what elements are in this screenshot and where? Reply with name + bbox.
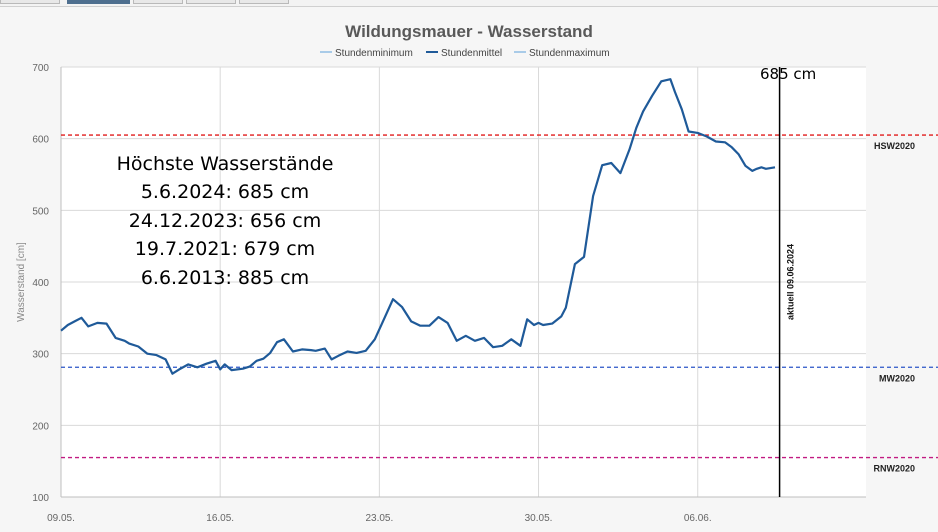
series-layer	[60, 78, 776, 375]
x-tick-label: 09.05.	[47, 513, 75, 524]
records-heading: Höchste Wasserstände	[117, 153, 334, 175]
y-tick-label: 200	[32, 421, 49, 432]
y-tick-label: 500	[32, 206, 49, 217]
tab-1[interactable]	[0, 0, 60, 4]
reference-line-label: HSW2020	[874, 141, 915, 151]
x-tick-label: 16.05.	[206, 513, 234, 524]
chart-title: Wildungsmauer - Wasserstand	[345, 22, 593, 41]
legend-label: Stundenmaximum	[529, 48, 610, 59]
tab-bar	[0, 0, 938, 5]
legend-label: Stundenmittel	[441, 48, 502, 59]
record-entry: 6.6.2013: 885 cm	[141, 267, 309, 289]
annotations: 685 cm Höchste Wasserstände 5.6.2024: 685 …	[117, 65, 817, 289]
y-tick-label: 400	[32, 278, 49, 289]
peak-label: 685 cm	[760, 65, 816, 83]
current-marker-label: aktuell 09.06.2024	[786, 244, 796, 320]
record-entry: 5.6.2024: 685 cm	[141, 181, 309, 203]
tab-3[interactable]	[133, 0, 183, 4]
y-tick-label: 700	[32, 63, 49, 74]
chart-axes: 100 200 300 400 500 600 700 09.05. 16.05. 23.05. 3…	[16, 63, 866, 524]
tab-4[interactable]	[186, 0, 236, 4]
y-tick-label: 300	[32, 350, 49, 361]
chart-grid	[60, 66, 866, 498]
x-tick-label: 06.06.	[684, 513, 712, 524]
x-tick-label: 30.05.	[525, 513, 553, 524]
reference-line-label: MW2020	[879, 373, 915, 383]
record-entry: 19.7.2021: 679 cm	[135, 238, 315, 260]
tab-5[interactable]	[239, 0, 289, 4]
reference-line-label: RNW2020	[873, 464, 915, 474]
record-entry: 24.12.2023: 656 cm	[129, 210, 322, 232]
y-tick-label: 600	[32, 135, 49, 146]
current-marker: aktuell 09.06.2024	[778, 67, 796, 497]
chart-legend: Stundenminimum Stundenmittel Stundenmaximu…	[320, 48, 610, 59]
reference-lines: HSW2020 MW2020 RNW2020	[61, 134, 938, 474]
tab-2[interactable]	[67, 0, 130, 4]
legend-label: Stundenminimum	[335, 48, 413, 59]
y-tick-label: 100	[32, 493, 49, 504]
y-axis-label: Wasserstand [cm]	[16, 242, 27, 322]
series-line-stundenmittel	[60, 78, 776, 375]
x-tick-label: 23.05.	[365, 513, 393, 524]
